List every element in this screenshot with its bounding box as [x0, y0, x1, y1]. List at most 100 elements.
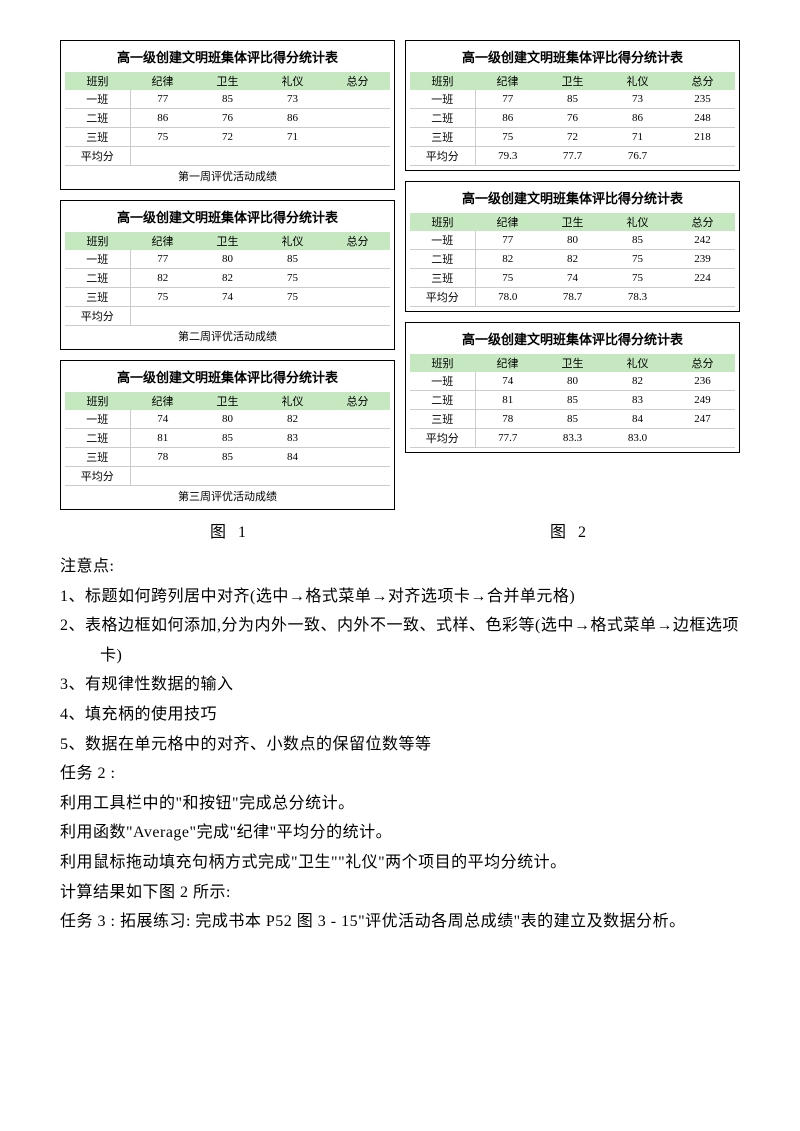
right-table-block-2: 高一级创建文明班集体评比得分统计表班别纪律卫生礼仪总分一班748082236二班…: [405, 322, 740, 453]
table-cell: [325, 90, 390, 109]
table-row: 一班778085242: [410, 231, 735, 250]
column-header: 卫生: [195, 72, 260, 90]
table-cell: 86: [130, 109, 195, 128]
table-cell: 75: [260, 269, 325, 288]
table-cell: 86: [475, 109, 540, 128]
table-cell: 75: [475, 269, 540, 288]
note-5: 5、数据在单元格中的对齐、小数点的保留位数等等: [60, 730, 740, 760]
table-cell: 77: [475, 90, 540, 109]
table-cell: 平均分: [410, 147, 475, 166]
column-header: 总分: [670, 72, 735, 90]
note-2: 2、表格边框如何添加,分为内外一致、内外不一致、式样、色彩等(选中→格式菜单→边…: [60, 611, 740, 670]
table-title: 高一级创建文明班集体评比得分统计表: [410, 47, 735, 72]
table-cell: 二班: [410, 391, 475, 410]
table-cell: 78.0: [475, 288, 540, 307]
table-cell: 78.7: [540, 288, 605, 307]
note-4: 4、填充柄的使用技巧: [60, 700, 740, 730]
table-cell: 74: [130, 410, 195, 429]
column-header: 班别: [65, 232, 130, 250]
table-row: 平均分: [65, 307, 390, 326]
score-table: 班别纪律卫生礼仪总分一班778573二班867686三班757271平均分第一周…: [65, 72, 390, 185]
table-cell: 239: [670, 250, 735, 269]
table-cell: [325, 288, 390, 307]
table-cell: 一班: [65, 250, 130, 269]
left-table-block-0: 高一级创建文明班集体评比得分统计表班别纪律卫生礼仪总分一班778573二班867…: [60, 40, 395, 190]
table-cell: 75: [130, 128, 195, 147]
table-cell: [325, 467, 390, 486]
table-cell: 74: [475, 372, 540, 391]
table-cell: 85: [540, 410, 605, 429]
table-cell: 75: [130, 288, 195, 307]
column-header: 总分: [325, 392, 390, 410]
column-header: 礼仪: [260, 392, 325, 410]
table-cell: 77: [130, 250, 195, 269]
table-row: 平均分79.377.776.7: [410, 147, 735, 166]
table-cell: 75: [260, 288, 325, 307]
note-1: 1、标题如何跨列居中对齐(选中→格式菜单→对齐选项卡→合并单元格): [60, 582, 740, 612]
body-text: 注意点: 1、标题如何跨列居中对齐(选中→格式菜单→对齐选项卡→合并单元格) 2…: [60, 552, 740, 937]
table-cell: 85: [195, 448, 260, 467]
task-3: 任务 3 : 拓展练习: 完成书本 P52 图 3 - 15"评优活动各周总成绩…: [60, 907, 740, 937]
table-cell: [260, 467, 325, 486]
table-row: 三班757271: [65, 128, 390, 147]
column-header: 班别: [410, 354, 475, 372]
table-cell: 249: [670, 391, 735, 410]
table-cell: 三班: [65, 288, 130, 307]
note-3: 3、有规律性数据的输入: [60, 670, 740, 700]
table-cell: 80: [540, 372, 605, 391]
task-2-line-1: 利用工具栏中的"和按钮"完成总分统计。: [60, 789, 740, 819]
table-cell: 72: [195, 128, 260, 147]
column-header: 总分: [670, 354, 735, 372]
column-header: 班别: [65, 392, 130, 410]
table-cell: 218: [670, 128, 735, 147]
table-cell: 85: [195, 90, 260, 109]
table-cell: 一班: [65, 410, 130, 429]
table-cell: [260, 147, 325, 166]
table-caption: 第三周评优活动成绩: [65, 486, 390, 506]
column-header: 礼仪: [605, 354, 670, 372]
table-cell: 75: [605, 269, 670, 288]
column-header: 卫生: [540, 72, 605, 90]
figure-2-label: 图 2: [400, 518, 740, 542]
table-cell: 83: [605, 391, 670, 410]
table-row: 二班828275: [65, 269, 390, 288]
table-title: 高一级创建文明班集体评比得分统计表: [65, 47, 390, 72]
table-cell: [260, 307, 325, 326]
left-tables-column: 高一级创建文明班集体评比得分统计表班别纪律卫生礼仪总分一班778573二班867…: [60, 40, 395, 510]
table-cell: 二班: [65, 109, 130, 128]
table-cell: 二班: [410, 109, 475, 128]
table-cell: 82: [540, 250, 605, 269]
table-cell: 平均分: [65, 147, 130, 166]
column-header: 卫生: [195, 232, 260, 250]
table-cell: [130, 147, 195, 166]
table-row: 平均分78.078.778.3: [410, 288, 735, 307]
table-cell: 78.3: [605, 288, 670, 307]
table-cell: 85: [540, 90, 605, 109]
column-header: 礼仪: [605, 72, 670, 90]
table-cell: 85: [540, 391, 605, 410]
task-2-heading: 任务 2 :: [60, 759, 740, 789]
table-row: 三班757475224: [410, 269, 735, 288]
right-tables-column: 高一级创建文明班集体评比得分统计表班别纪律卫生礼仪总分一班778573235二班…: [405, 40, 740, 510]
table-cell: 76: [540, 109, 605, 128]
table-cell: [325, 250, 390, 269]
table-caption: 第一周评优活动成绩: [65, 166, 390, 186]
column-header: 卫生: [195, 392, 260, 410]
table-caption: 第二周评优活动成绩: [65, 326, 390, 346]
table-row: 平均分: [65, 147, 390, 166]
task-2-line-4: 计算结果如下图 2 所示:: [60, 878, 740, 908]
table-row: 二班867686248: [410, 109, 735, 128]
table-cell: [325, 147, 390, 166]
column-header: 班别: [410, 72, 475, 90]
table-cell: 74: [195, 288, 260, 307]
table-cell: 77.7: [540, 147, 605, 166]
column-header: 卫生: [540, 354, 605, 372]
table-cell: 二班: [410, 250, 475, 269]
table-cell: 224: [670, 269, 735, 288]
table-cell: 80: [195, 410, 260, 429]
table-cell: 82: [130, 269, 195, 288]
task-2-line-2: 利用函数"Average"完成"纪律"平均分的统计。: [60, 818, 740, 848]
table-cell: 74: [540, 269, 605, 288]
table-title: 高一级创建文明班集体评比得分统计表: [410, 329, 735, 354]
table-cell: 236: [670, 372, 735, 391]
